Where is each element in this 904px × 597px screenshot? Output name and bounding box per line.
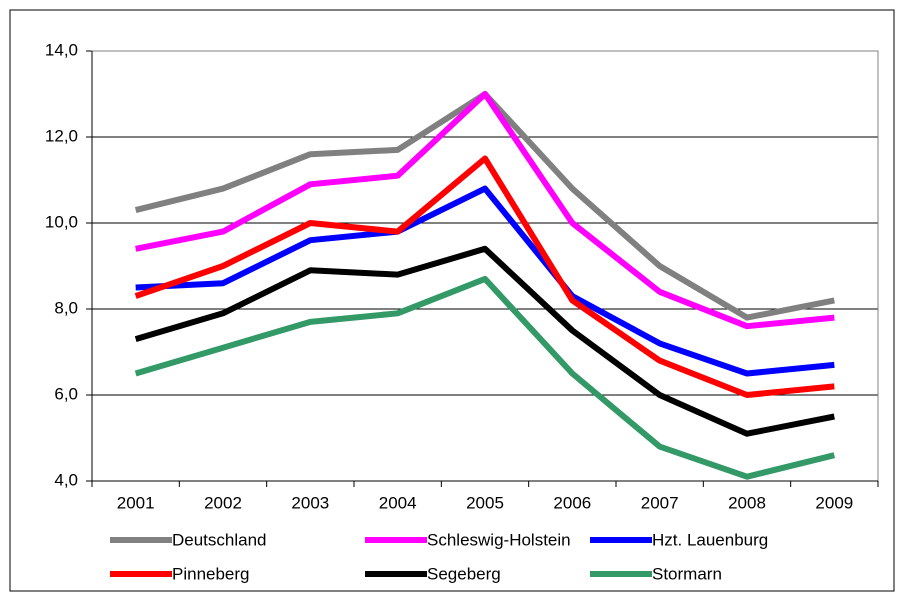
- x-tick-label: 2001: [117, 493, 155, 512]
- x-tick-label: 2008: [728, 493, 766, 512]
- legend-label: Stormarn: [652, 564, 722, 583]
- y-tick-label: 14,0: [45, 40, 78, 59]
- chart-frame: [9, 9, 895, 592]
- y-tick-label: 12,0: [45, 126, 78, 145]
- series-line: [134, 275, 836, 480]
- y-tick-label: 10,0: [45, 212, 78, 231]
- x-tick-label: 2007: [641, 493, 679, 512]
- x-tick-label: 2002: [204, 493, 242, 512]
- x-tick-label: 2009: [815, 493, 853, 512]
- x-tick-label: 2004: [379, 493, 417, 512]
- legend-label: Schleswig-Holstein: [427, 530, 571, 549]
- series-line: [134, 245, 835, 437]
- legend-label: Hzt. Lauenburg: [652, 530, 768, 549]
- y-tick-label: 6,0: [54, 384, 78, 403]
- series-line: [134, 155, 835, 398]
- legend-label: Deutschland: [172, 530, 267, 549]
- y-tick-label: 4,0: [54, 470, 78, 489]
- legend-label: Pinneberg: [172, 564, 250, 583]
- y-tick-label: 8,0: [54, 298, 78, 317]
- x-tick-label: 2003: [291, 493, 329, 512]
- x-tick-label: 2005: [466, 493, 504, 512]
- series-line: [135, 91, 835, 330]
- legend-label: Segeberg: [427, 564, 501, 583]
- x-tick-label: 2006: [553, 493, 591, 512]
- series-line: [135, 185, 835, 377]
